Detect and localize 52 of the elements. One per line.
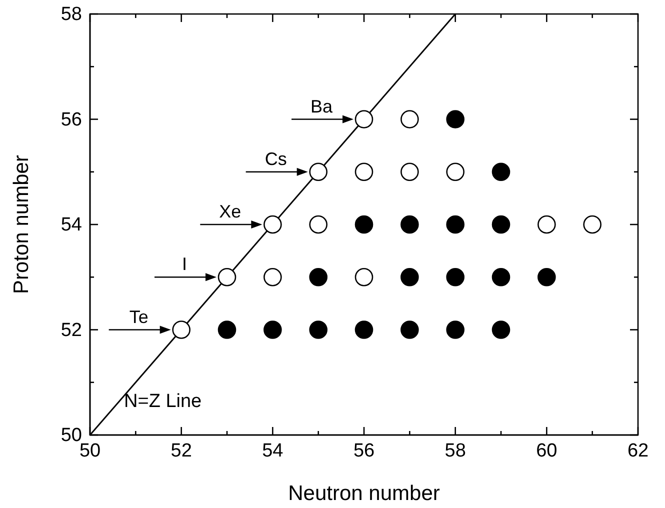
point [309,162,328,182]
series-label: N=Z Line [124,391,202,412]
point [400,162,419,182]
point [354,162,374,182]
annotation: I [182,254,188,274]
point [446,110,464,128]
point [446,320,464,339]
point [400,110,419,128]
point [264,215,282,234]
point [583,215,602,234]
annotation: Xe [219,202,242,222]
point [400,268,419,286]
point [354,320,374,339]
y-axis-title: Proton number [10,155,33,294]
x-tick-label: 62 [627,440,649,462]
annotation: Cs [264,148,287,169]
x-tick-label: 50 [79,440,101,462]
x-tick-label: 54 [262,440,284,462]
point [400,320,419,339]
y-tick-label: 50 [60,425,82,446]
x-tick-label: 58 [444,440,466,462]
point [172,320,190,339]
point [400,215,419,234]
annotation: Ba [310,96,334,116]
x-tick-label: 56 [353,440,375,462]
point [446,215,464,234]
point [538,215,556,234]
point [264,320,282,339]
point [446,162,464,182]
y-tick-label: 58 [60,4,82,26]
point [492,320,510,339]
point [309,320,328,339]
point [446,268,464,286]
point [538,268,556,286]
y-tick-label: 52 [60,320,82,341]
point [354,268,374,286]
point [492,268,510,286]
y-tick-label: 56 [60,109,82,130]
point [309,215,328,234]
point [354,110,374,128]
point [492,162,510,182]
point [492,215,510,234]
x-tick-label: 60 [536,440,558,462]
point [354,215,374,234]
point [264,268,282,286]
y-tick-label: 54 [60,214,82,236]
point [309,268,328,286]
point [218,320,236,339]
annotation: Te [129,306,148,327]
x-tick-label: 52 [170,440,192,462]
point [218,268,236,286]
x-axis-title: Neutron number [288,482,440,505]
